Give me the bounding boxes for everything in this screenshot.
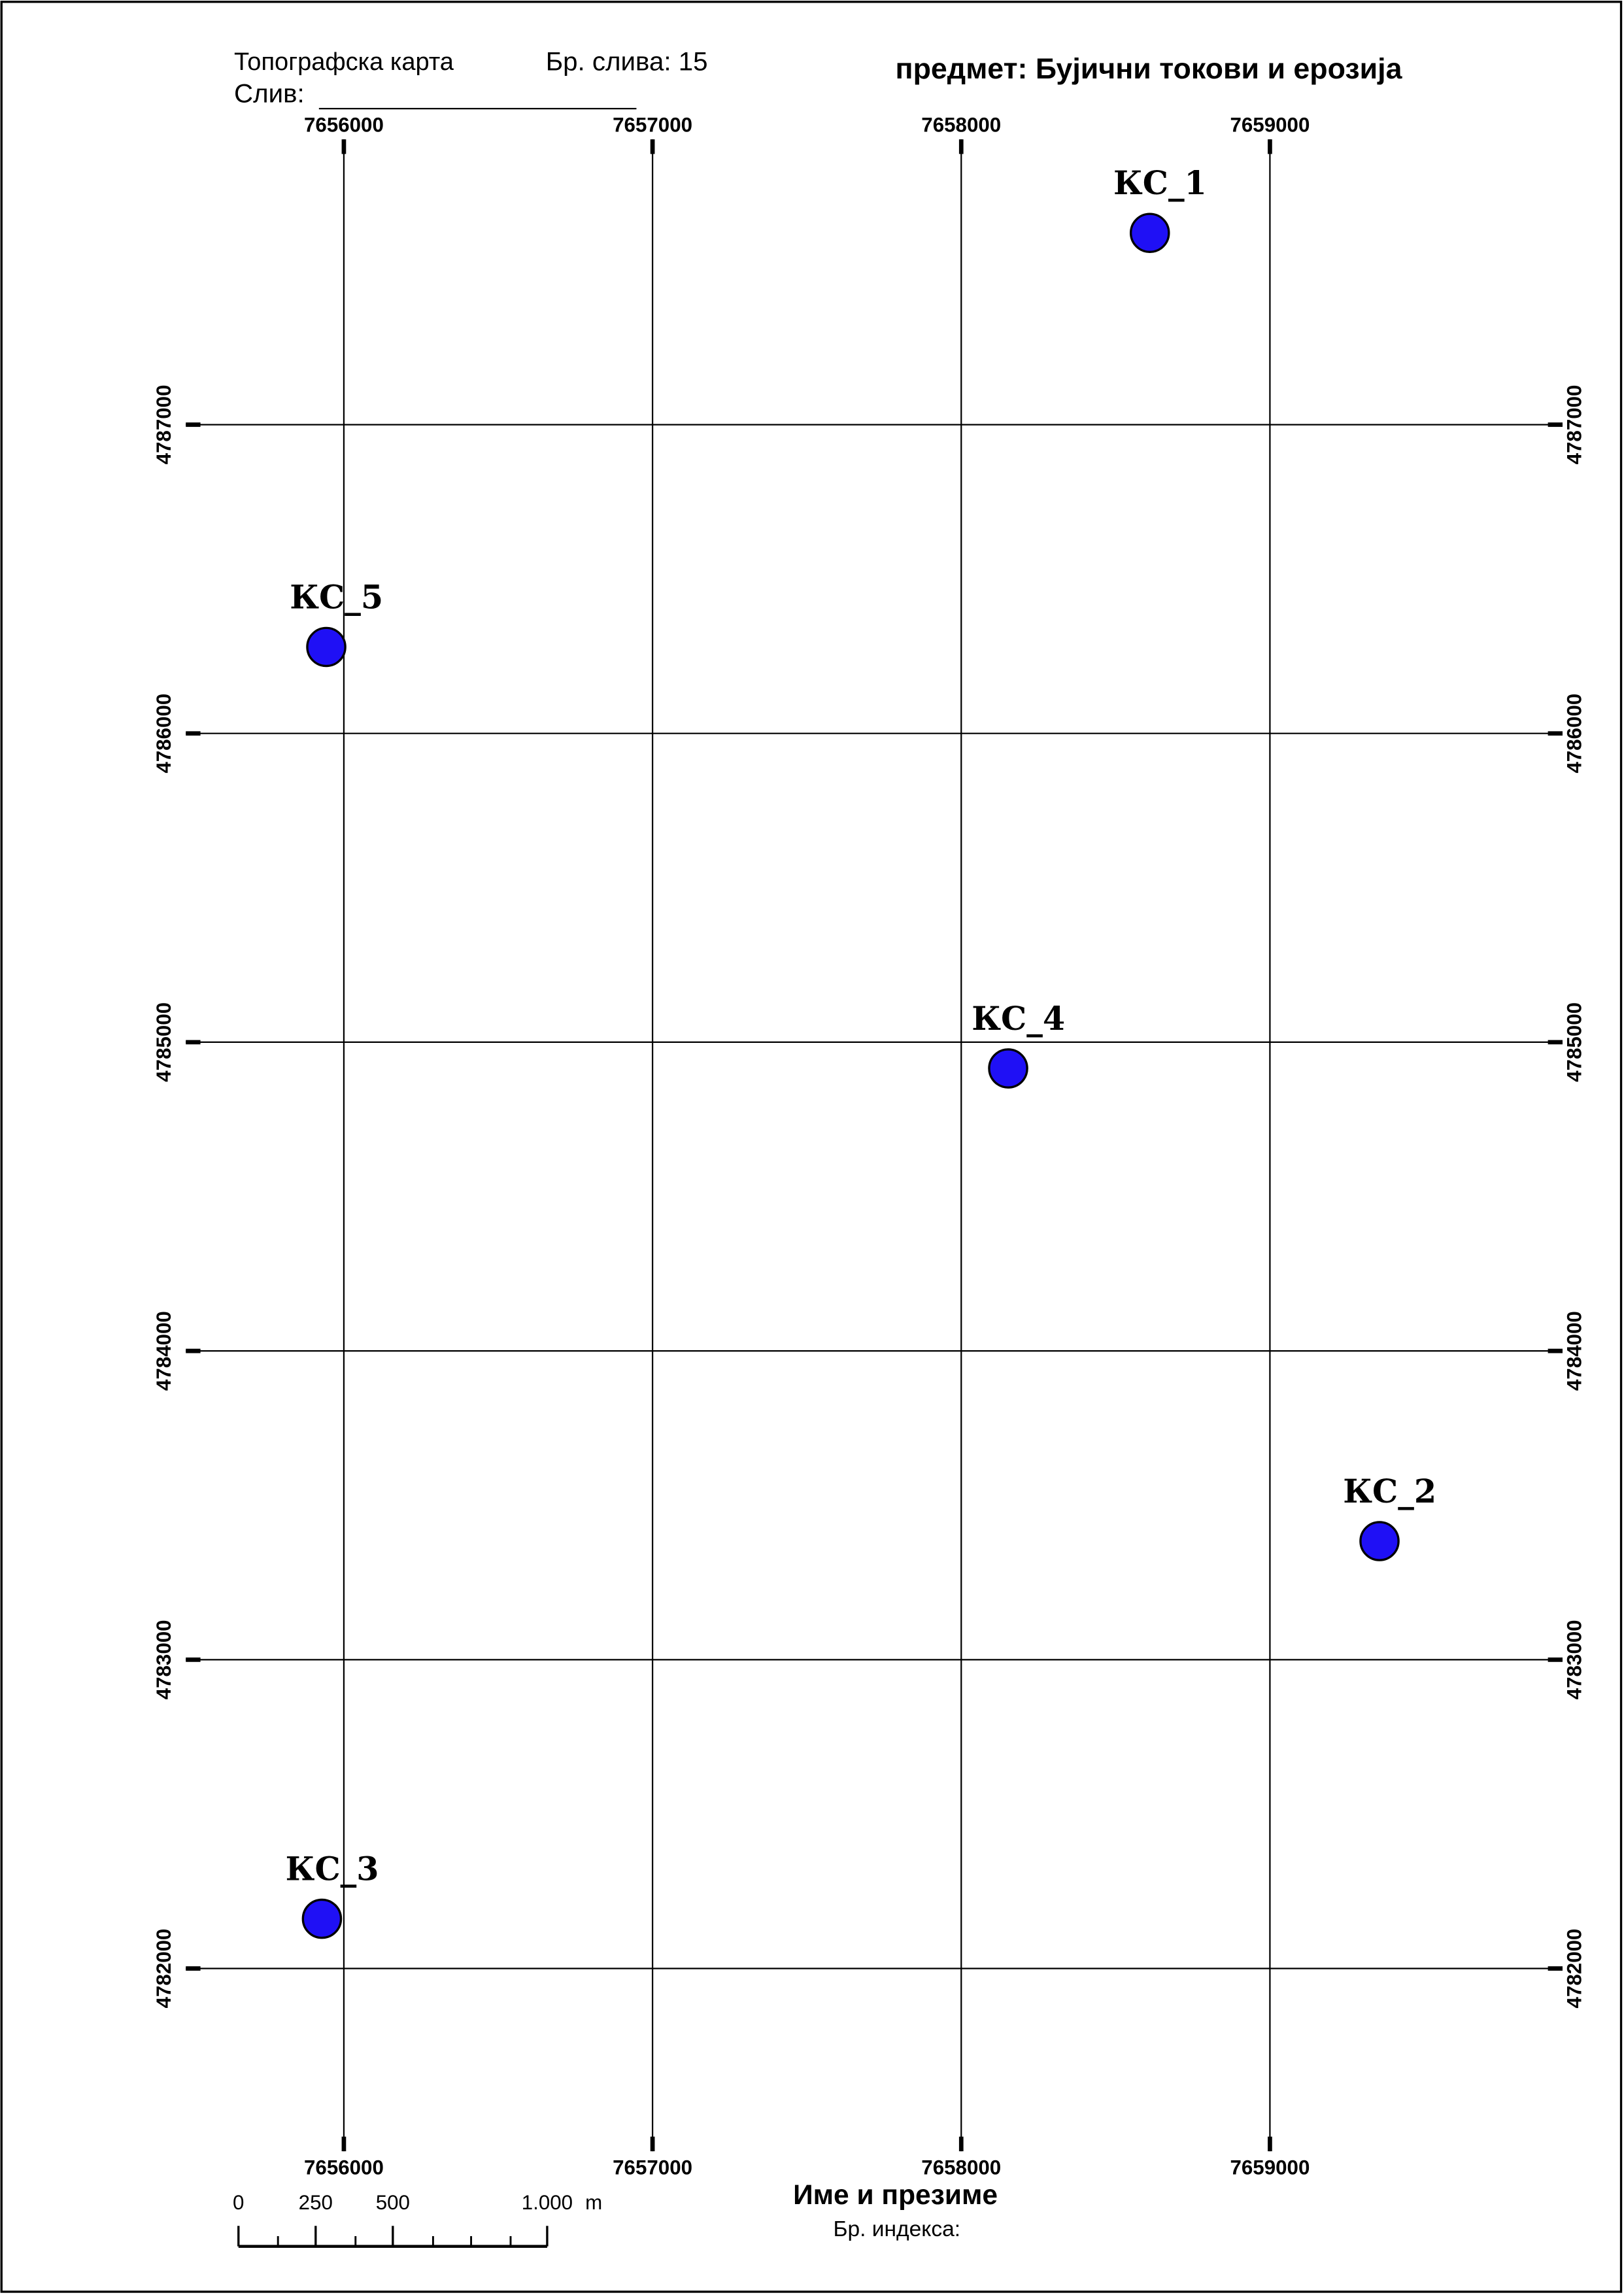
station-point [1129,212,1170,253]
y-tick-label: 4786000 [1563,694,1585,774]
scale-label: 0 [233,2191,244,2214]
x-tick-label: 7657000 [613,113,692,136]
y-tick-label: 4783000 [1563,1620,1585,1699]
scale-label: 500 [376,2191,410,2214]
x-tick-label: 7658000 [921,2156,1001,2179]
station-point [1359,1521,1400,1561]
y-tick-label: 4787000 [1563,385,1585,465]
x-tick-label: 7659000 [1230,113,1310,136]
x-tick-label: 7659000 [1230,2156,1310,2179]
station-label: КС_3 [286,1850,379,1888]
scale-bar-minor [277,2236,512,2247]
y-tick-label: 4787000 [152,385,175,465]
y-tick-label: 4784000 [152,1311,175,1391]
scale-label: 1.000 [522,2191,573,2214]
student-index: Бр. индекса: [833,2217,960,2241]
x-tick-label: 7657000 [613,2156,692,2179]
student-name: Име и презиме [793,2180,998,2211]
y-tick-label: 4785000 [152,1002,175,1082]
y-tick-label: 4783000 [152,1620,175,1699]
station-label: КС_4 [972,1000,1065,1038]
scale-label: 250 [299,2191,333,2214]
station-point [988,1048,1028,1089]
y-tick-label: 4786000 [152,694,175,774]
station-label: КС_1 [1113,164,1207,202]
y-tick-label: 4785000 [1563,1002,1585,1082]
x-tick-label: 7658000 [921,113,1001,136]
x-tick-label: 7656000 [304,113,384,136]
subject-title: предмет: Бујични токови и ерозија [896,52,1403,85]
y-tick-label: 4782000 [1563,1929,1585,2009]
map-type: Топографска карта [234,48,454,76]
scale-unit: m [585,2191,602,2214]
x-tick-label: 7656000 [304,2156,384,2179]
y-tick-label: 4782000 [152,1929,175,2009]
y-tick-label: 4784000 [1563,1311,1585,1391]
basin-label: Слив: [234,79,305,109]
station-label: КС_5 [290,578,383,616]
station-point [301,1898,343,1939]
station-point [306,626,347,668]
basin-number: Бр. слива: 15 [546,46,708,76]
station-label: КС_2 [1343,1472,1436,1510]
